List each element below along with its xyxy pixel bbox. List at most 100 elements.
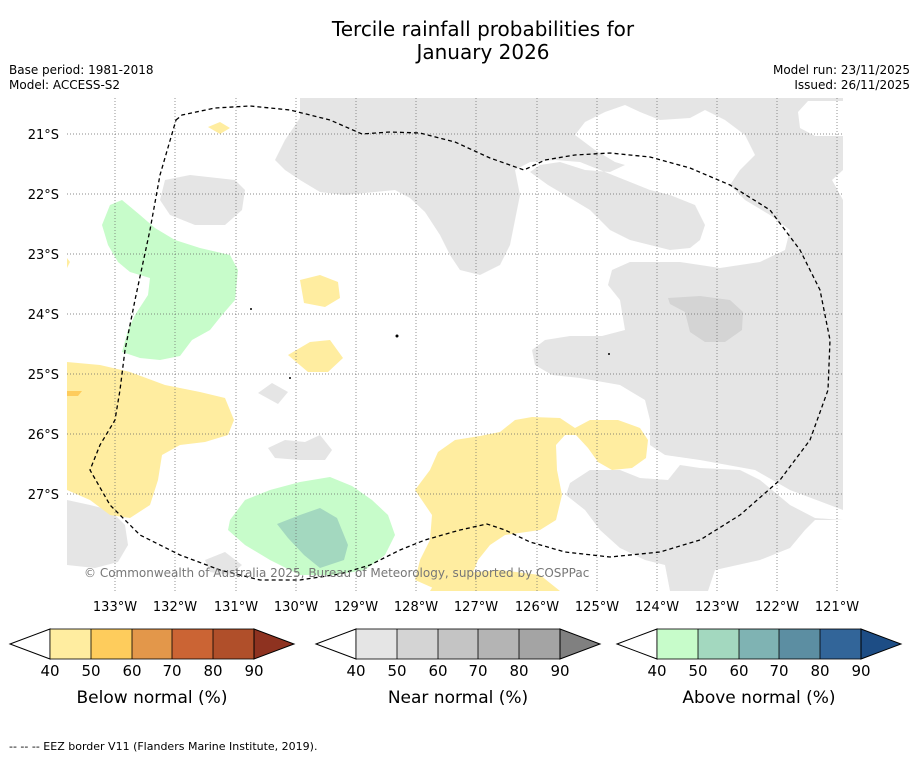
near-normal-region (67, 500, 128, 568)
colorbar-tick: 50 (688, 662, 707, 680)
copyright-note: © Commonwealth of Australia 2025, Bureau… (84, 566, 589, 580)
lat-label: 27°S (28, 488, 59, 503)
lon-label: 129°W (334, 600, 378, 615)
colorbar-swatch (478, 629, 519, 659)
colorbar-swatch (132, 629, 172, 659)
colorbar-tick: 80 (810, 662, 829, 680)
colorbar-ticks: 40 50 60 70 80 90 (346, 662, 569, 680)
colorbar-ticks: 40 50 60 70 80 90 (647, 662, 870, 680)
colorbar-frame (355, 628, 561, 660)
colorbar-frame (656, 628, 862, 660)
near-normal-region (275, 98, 843, 591)
colorbar-swatch (820, 629, 861, 659)
lat-label: 23°S (28, 248, 59, 263)
island (395, 334, 399, 338)
eez-footer-note: -- -- -- EEZ border V11 (Flanders Marine… (9, 740, 318, 753)
colorbar-above-normal: 40 50 60 70 80 90 Above normal (%) (615, 628, 903, 708)
lon-label: 126°W (515, 600, 559, 615)
colorbar-tick: 90 (244, 662, 263, 680)
colorbar-swatch (91, 629, 132, 659)
lon-label: 127°W (454, 600, 498, 615)
colorbar-tick: 90 (851, 662, 870, 680)
below-normal-region (67, 258, 70, 268)
colorbar-tick: 60 (122, 662, 141, 680)
graticule (67, 98, 843, 591)
issued-date: Issued: 26/11/2025 (794, 78, 910, 92)
colorbar-extend-low (8, 628, 51, 660)
island (250, 308, 252, 310)
below-normal-regions (67, 122, 648, 591)
latitude-labels: 21°S 22°S 23°S 24°S 25°S 26°S 27°S (28, 128, 59, 503)
near-normal-region (258, 383, 288, 404)
below-normal-region (430, 570, 560, 591)
colorbar-swatch (356, 629, 397, 659)
model-run: Model run: 23/11/2025 (772, 63, 910, 77)
colorbar-swatch (657, 629, 698, 659)
colorbar-tick: 80 (203, 662, 222, 680)
colorbar-outline (656, 628, 862, 660)
map-title: Tercile rainfall probabilities for Janua… (0, 18, 919, 64)
below-normal-region (415, 417, 648, 591)
meta-right: Model run: 23/11/2025 Issued: 26/11/2025 (773, 63, 910, 93)
below-normal-region (300, 275, 340, 307)
below-normal-50-region (67, 391, 82, 396)
colorbar-extend-low (314, 628, 357, 660)
colorbar-swatch (213, 629, 254, 659)
colorbar-near-normal: 40 50 60 70 80 90 Near normal (%) (314, 628, 602, 708)
colorbar-extend-high (559, 628, 602, 660)
eez-border (89, 105, 831, 581)
colorbar-swatch (172, 629, 213, 659)
colorbar-tick: 40 (346, 662, 365, 680)
colorbar-tick: 80 (509, 662, 528, 680)
above-normal-region (102, 200, 238, 360)
lon-label: 121°W (815, 600, 859, 615)
below-normal-region (208, 122, 230, 134)
lon-label: 122°W (755, 600, 799, 615)
colorbar-extend-high (253, 628, 296, 660)
colorbar-tick: 70 (769, 662, 788, 680)
colorbar-tick: 40 (647, 662, 666, 680)
islands (250, 308, 610, 379)
lat-label: 26°S (28, 428, 59, 443)
model-name: Model: ACCESS-S2 (9, 78, 121, 92)
colorbar-ticks: 40 50 60 70 80 90 (40, 662, 263, 680)
map-area: © Commonwealth of Australia 2025, Bureau… (67, 98, 843, 591)
lat-label: 22°S (28, 188, 59, 203)
colorbar-tick: 60 (428, 662, 447, 680)
longitude-labels: 133°W 132°W 131°W 130°W 129°W 128°W 127°… (93, 600, 859, 615)
near-normal-region (205, 552, 242, 575)
colorbar-swatch (438, 629, 478, 659)
lat-label: 21°S (28, 128, 59, 143)
island (289, 377, 291, 379)
colorbar-label: Above normal (%) (682, 688, 835, 708)
below-normal-region (288, 340, 343, 372)
lon-label: 128°W (394, 600, 438, 615)
colorbar-label: Below normal (%) (77, 688, 228, 708)
near-normal-50-region (668, 296, 743, 342)
colorbar-extend-high (860, 628, 903, 660)
colorbar-swatch (397, 629, 438, 659)
colorbar-swatch (50, 629, 91, 659)
lon-label: 130°W (274, 600, 318, 615)
colorbar-tick: 40 (40, 662, 59, 680)
colorbar-swatch (739, 629, 779, 659)
colorbar-below-normal: 40 50 60 70 80 90 Below normal (%) (8, 628, 296, 708)
colorbar-extend-low (615, 628, 658, 660)
title-line-1: Tercile rainfall probabilities for (331, 17, 635, 41)
below-normal-region (67, 362, 234, 518)
near-normal-region (268, 435, 332, 460)
colorbar-tick: 50 (81, 662, 100, 680)
near-normal-region (407, 147, 433, 157)
above-normal-50-region (277, 508, 348, 568)
colorbar-outline (49, 628, 255, 660)
colorbar-swatch (779, 629, 820, 659)
near-normal-region (160, 175, 245, 225)
lon-label: 125°W (575, 600, 619, 615)
lon-label: 131°W (214, 600, 258, 615)
colorbar-outline (355, 628, 561, 660)
colorbar-tick: 90 (550, 662, 569, 680)
colorbar-tick: 60 (729, 662, 748, 680)
lon-label: 133°W (93, 600, 137, 615)
colorbar-tick: 50 (387, 662, 406, 680)
